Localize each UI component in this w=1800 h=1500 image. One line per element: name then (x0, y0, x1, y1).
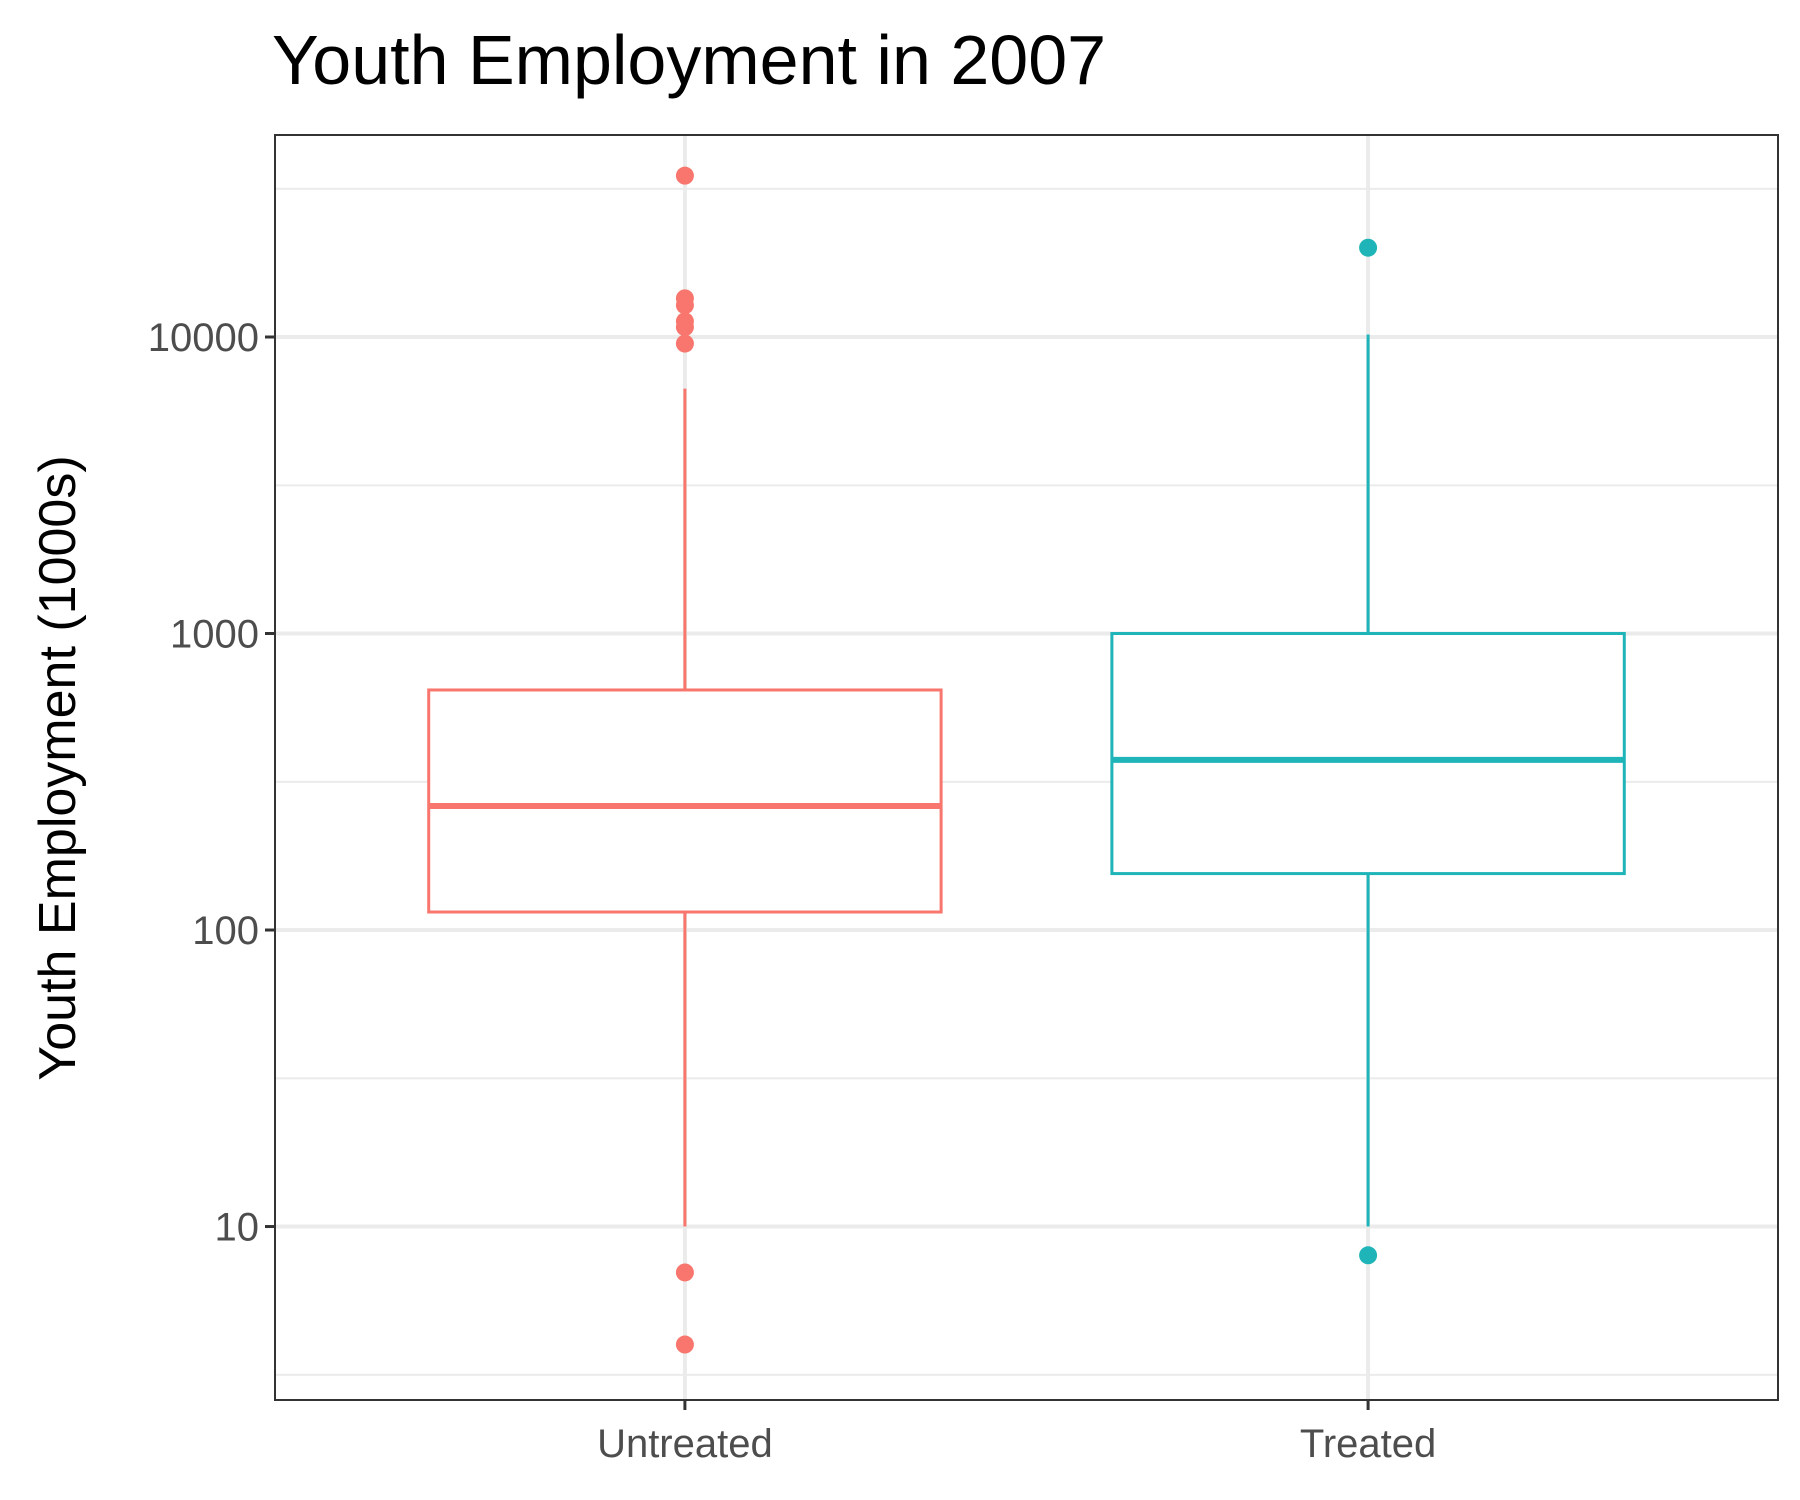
box-treated (1110, 238, 1626, 1265)
x-tick-label: Untreated (597, 1422, 773, 1466)
outlier-point (1359, 238, 1378, 257)
x-axis: Untreated Treated (597, 1400, 1436, 1466)
boxplots (427, 166, 1626, 1354)
y-tick-label: 10000 (148, 316, 259, 360)
y-tick-label: 10 (215, 1206, 260, 1250)
y-axis: 10 100 1000 10000 (148, 316, 275, 1250)
outlier-point (675, 1263, 694, 1282)
outlier-point (675, 1335, 694, 1354)
outlier-point (675, 289, 694, 308)
y-tick-label: 1000 (170, 613, 259, 657)
box-untreated (427, 166, 943, 1354)
panel-border (274, 134, 1779, 1401)
y-tick-label: 100 (192, 909, 259, 953)
outlier-point (675, 312, 694, 331)
outlier-point (1359, 1246, 1378, 1265)
chart-title: Youth Employment in 2007 (272, 21, 1107, 99)
outlier-point (675, 334, 694, 353)
iqr-box (427, 688, 943, 914)
x-tick-label: Treated (1300, 1422, 1436, 1466)
iqr-box (1110, 632, 1626, 876)
outlier-point (675, 166, 694, 185)
y-axis-title: Youth Employment (1000s) (29, 455, 87, 1080)
